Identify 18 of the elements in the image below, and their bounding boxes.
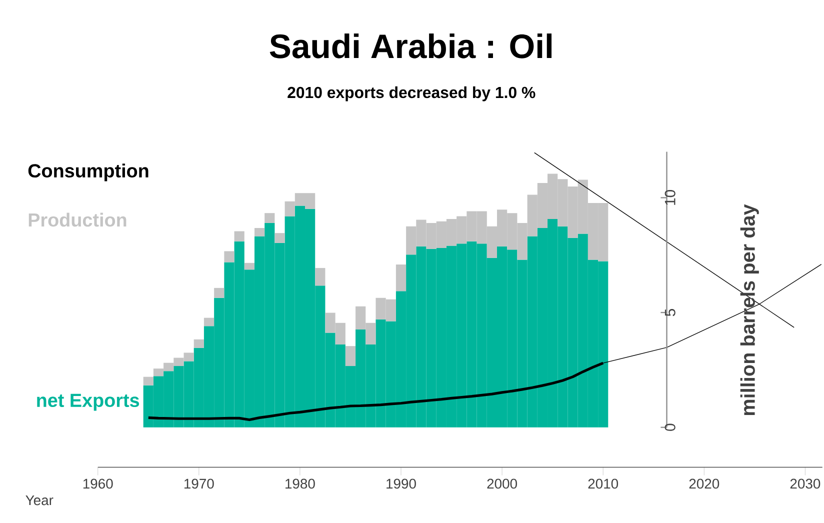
- text: Consumption: [28, 164, 148, 182]
- x-tick-label: 2030: [790, 478, 820, 489]
- x-tick-label: 2020: [689, 478, 720, 489]
- chart-title: Saudi Arabia : Oil: [270, 33, 552, 58]
- chart-subtitle: 2010 exports decreased by 1.0 %: [288, 86, 536, 102]
- y-tick-label: 0: [664, 424, 676, 431]
- y-tick-label: 5: [664, 308, 676, 316]
- x-tick-label: 1960: [83, 478, 113, 489]
- series-label: net Exports: [37, 394, 140, 411]
- x-tick-label: 1990: [386, 478, 416, 489]
- x-tick-label: 1980: [286, 478, 315, 489]
- y-axis-title: million barrels per day: [740, 204, 759, 415]
- x-tick-label: 2010: [588, 478, 618, 489]
- x-tick-label: 1970: [184, 478, 214, 489]
- y-tick-label: 10: [664, 190, 676, 205]
- x-tick-label: 2000: [487, 478, 517, 489]
- text: Production: [28, 212, 126, 227]
- x-axis-title: Year: [26, 495, 54, 506]
